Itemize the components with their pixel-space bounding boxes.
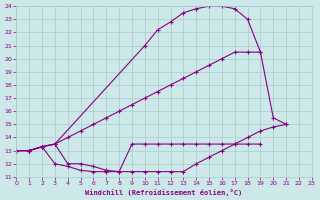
X-axis label: Windchill (Refroidissement éolien,°C): Windchill (Refroidissement éolien,°C) bbox=[85, 189, 243, 196]
